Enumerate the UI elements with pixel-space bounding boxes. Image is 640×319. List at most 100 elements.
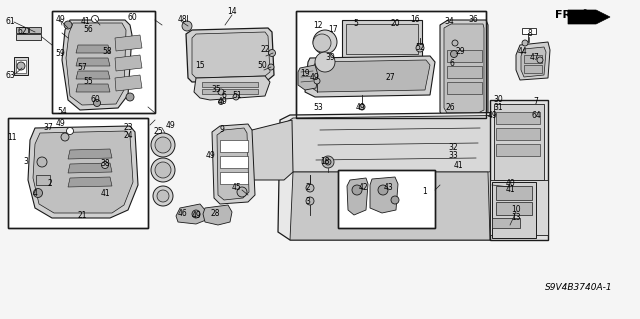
Bar xyxy=(29,27,41,33)
Polygon shape xyxy=(194,76,270,100)
Text: 38: 38 xyxy=(100,159,110,167)
Text: 20: 20 xyxy=(390,19,400,28)
Circle shape xyxy=(233,94,239,100)
Circle shape xyxy=(537,57,543,63)
Text: 40: 40 xyxy=(505,179,515,188)
Polygon shape xyxy=(76,84,110,92)
Circle shape xyxy=(313,34,331,52)
Polygon shape xyxy=(217,128,249,200)
Circle shape xyxy=(61,133,69,141)
Polygon shape xyxy=(568,10,610,24)
Polygon shape xyxy=(245,120,293,180)
Bar xyxy=(490,180,548,235)
Text: S9V4B3740A-1: S9V4B3740A-1 xyxy=(545,283,612,292)
Text: 60: 60 xyxy=(90,95,100,105)
Text: 29: 29 xyxy=(455,48,465,56)
Circle shape xyxy=(237,187,247,197)
Circle shape xyxy=(314,78,320,84)
Text: 59: 59 xyxy=(55,48,65,57)
Text: 1: 1 xyxy=(422,188,428,197)
Text: 49: 49 xyxy=(165,121,175,130)
Text: 49: 49 xyxy=(487,110,497,120)
Text: 2: 2 xyxy=(306,183,310,192)
Polygon shape xyxy=(76,45,110,53)
Polygon shape xyxy=(278,112,545,240)
Text: FR.: FR. xyxy=(555,10,575,20)
Text: 55: 55 xyxy=(83,78,93,86)
Polygon shape xyxy=(521,47,546,77)
Text: 32: 32 xyxy=(448,144,458,152)
Text: 49: 49 xyxy=(310,73,320,83)
Circle shape xyxy=(322,156,334,168)
Bar xyxy=(524,55,542,63)
Circle shape xyxy=(192,210,200,218)
Bar xyxy=(296,11,486,118)
Text: 51: 51 xyxy=(232,91,242,100)
Bar xyxy=(52,11,155,113)
Text: 3: 3 xyxy=(24,158,28,167)
Text: 43: 43 xyxy=(383,183,393,192)
Circle shape xyxy=(126,93,134,101)
Bar xyxy=(202,89,258,94)
Text: 42: 42 xyxy=(358,183,368,192)
Circle shape xyxy=(155,162,171,178)
Text: 33: 33 xyxy=(448,151,458,160)
Circle shape xyxy=(306,197,314,205)
Bar xyxy=(342,20,422,58)
Bar xyxy=(447,66,482,78)
Circle shape xyxy=(218,89,224,95)
Circle shape xyxy=(33,189,42,197)
Text: 49: 49 xyxy=(191,211,201,220)
Text: 36: 36 xyxy=(468,16,478,25)
Text: 45: 45 xyxy=(231,183,241,192)
Bar xyxy=(524,65,542,73)
Polygon shape xyxy=(444,24,484,113)
Polygon shape xyxy=(186,28,274,82)
Bar xyxy=(447,50,482,62)
Circle shape xyxy=(352,185,362,195)
Text: 44: 44 xyxy=(517,48,527,56)
Polygon shape xyxy=(115,35,142,51)
Polygon shape xyxy=(370,177,398,213)
Polygon shape xyxy=(305,56,435,97)
Bar xyxy=(8,118,148,228)
Text: 46: 46 xyxy=(177,209,187,218)
Polygon shape xyxy=(192,32,270,78)
Text: 64: 64 xyxy=(531,110,541,120)
Circle shape xyxy=(92,16,99,23)
Polygon shape xyxy=(176,204,206,224)
Text: 14: 14 xyxy=(227,8,237,17)
Polygon shape xyxy=(440,20,488,118)
Bar xyxy=(14,57,28,75)
Bar xyxy=(346,24,418,54)
Polygon shape xyxy=(76,71,110,79)
Text: 49: 49 xyxy=(205,151,215,160)
Bar xyxy=(492,218,520,228)
Polygon shape xyxy=(516,42,550,80)
Polygon shape xyxy=(203,205,232,225)
Text: 19: 19 xyxy=(300,70,310,78)
Text: 49: 49 xyxy=(355,102,365,112)
Text: 39: 39 xyxy=(325,53,335,62)
Circle shape xyxy=(218,100,223,105)
Polygon shape xyxy=(290,172,490,240)
Bar xyxy=(220,172,248,184)
Polygon shape xyxy=(285,115,540,172)
Text: 18: 18 xyxy=(320,158,330,167)
Polygon shape xyxy=(33,131,133,213)
Circle shape xyxy=(378,185,388,195)
Polygon shape xyxy=(76,58,110,66)
Text: 31: 31 xyxy=(493,102,503,112)
Text: 27: 27 xyxy=(385,73,395,83)
Circle shape xyxy=(155,137,171,153)
Bar xyxy=(202,82,258,87)
Text: 23: 23 xyxy=(123,123,133,132)
Text: 21: 21 xyxy=(77,211,87,219)
Bar xyxy=(496,128,540,140)
Text: 53: 53 xyxy=(313,102,323,112)
Text: 12: 12 xyxy=(313,20,323,29)
Bar xyxy=(522,28,536,34)
Circle shape xyxy=(269,49,275,56)
Bar xyxy=(16,60,26,73)
Text: 6: 6 xyxy=(449,58,454,68)
